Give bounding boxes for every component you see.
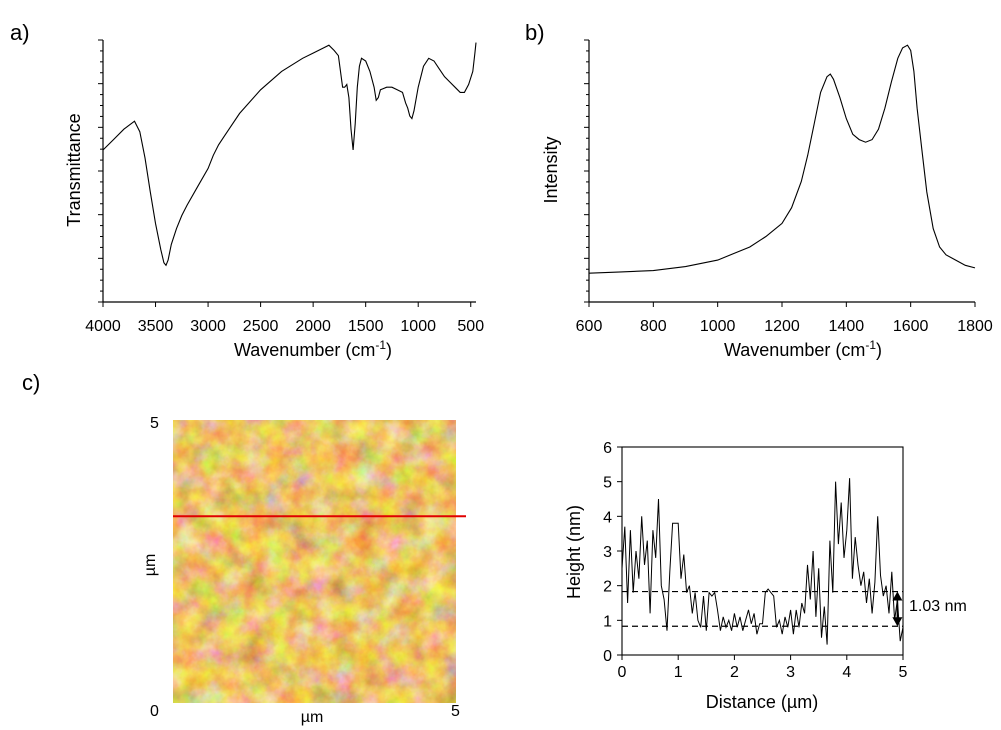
afm-y-top-label: 5: [150, 415, 159, 432]
afm-image-panel: 5 0 5 µm µm: [142, 415, 466, 726]
raman-x-tick-label: 1800: [957, 318, 993, 335]
panel-label-a: a): [10, 20, 30, 45]
ftir-x-tick-label: 2000: [295, 318, 331, 335]
ftir-x-axis-label: Wavenumber (cm-1): [234, 338, 392, 360]
ftir-tick-labels: 4000 3500 3000 2500 2000 1500 1000 500: [85, 318, 484, 335]
panel-label-b: b): [525, 20, 545, 45]
profile-tick-labels: 0 1 2 3 4 5 6 0 1 2 3 4 5: [603, 440, 907, 681]
ftir-x-tick-label: 500: [457, 318, 484, 335]
profile-y-tick-label: 6: [603, 440, 612, 457]
step-height-arrows: [892, 591, 903, 627]
profile-y-tick-label: 4: [603, 509, 612, 526]
step-height-arrow-up: [892, 591, 903, 601]
profile-x-axis-label: Distance (µm): [706, 692, 818, 712]
profile-y-tick-label: 3: [603, 544, 612, 561]
raman-x-tick-label: 1600: [893, 318, 929, 335]
raman-x-tick-label: 1200: [764, 318, 800, 335]
profile-x-tick-label: 2: [730, 664, 739, 681]
profile-y-tick-label: 0: [603, 648, 612, 665]
height-profile-chart: 0 1 2 3 4 5 6 0 1 2 3 4 5 1.03 nm Distance (µm) Heig…: [564, 440, 967, 712]
ftir-chart: 4000 3500 3000 2500 2000 1500 1000 500 Wavenumb…: [64, 39, 484, 360]
profile-x-tick-label: 0: [618, 664, 627, 681]
afm-y-axis-label: µm: [142, 554, 159, 577]
ftir-x-tick-label: 1000: [400, 318, 436, 335]
afm-x-axis-label: µm: [301, 709, 324, 726]
raman-spectrum-line: [588, 44, 976, 274]
raman-x-tick-label: 800: [640, 318, 667, 335]
profile-y-tick-label: 5: [603, 475, 612, 492]
panel-label-c: c): [22, 370, 40, 395]
height-profile-line: [621, 478, 904, 645]
ftir-y-axis-label: Transmittance: [64, 113, 84, 226]
raman-y-axis-label: Intensity: [541, 136, 561, 203]
step-height-arrow-down: [892, 617, 903, 627]
profile-y-tick-label: 2: [603, 579, 612, 596]
ftir-x-tick-label: 1500: [348, 318, 384, 335]
raman-x-tick-label: 1400: [829, 318, 865, 335]
afm-y-bottom-label: 0: [150, 703, 159, 720]
profile-reference-lines: [622, 590, 903, 627]
ftir-axes: [98, 39, 476, 307]
profile-y-tick-label: 1: [603, 613, 612, 630]
raman-axes: [584, 39, 976, 307]
profile-x-tick-label: 5: [899, 664, 908, 681]
profile-x-tick-label: 1: [674, 664, 683, 681]
raman-x-tick-label: 600: [576, 318, 603, 335]
ftir-x-tick-label: 3000: [190, 318, 226, 335]
raman-x-tick-label: 1000: [700, 318, 736, 335]
ftir-spectrum-line: [102, 42, 477, 267]
afm-x-right-label: 5: [451, 703, 460, 720]
ftir-x-tick-label: 2500: [243, 318, 279, 335]
ftir-x-tick-label: 3500: [138, 318, 174, 335]
profile-y-axis-label: Height (nm): [564, 505, 584, 599]
ftir-x-tick-label: 4000: [85, 318, 121, 335]
profile-x-tick-label: 3: [786, 664, 795, 681]
step-height-annotation: 1.03 nm: [909, 598, 967, 615]
afm-height-image: [173, 420, 456, 703]
profile-x-tick-label: 4: [842, 664, 851, 681]
profile-axes: [617, 446, 904, 660]
raman-tick-labels: 600 800 1000 1200 1400 1600 1800: [576, 318, 993, 335]
raman-x-axis-label: Wavenumber (cm-1): [724, 338, 882, 360]
raman-chart: 600 800 1000 1200 1400 1600 1800 Wavenumber (c…: [541, 39, 993, 360]
